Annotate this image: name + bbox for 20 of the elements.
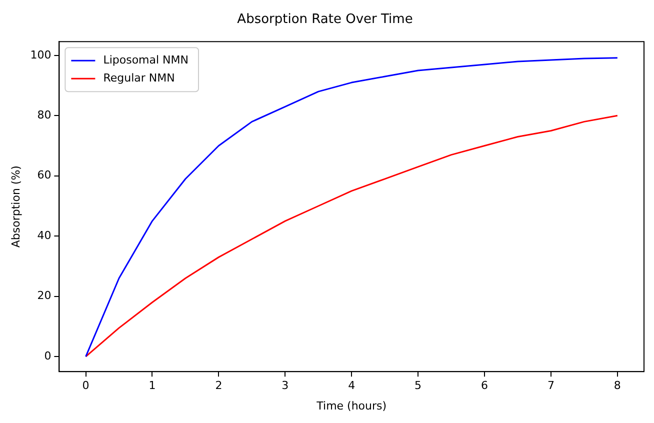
y-axis-title: Absorption (%)	[9, 166, 22, 248]
x-tick-label: 5	[414, 379, 422, 392]
x-tick-label: 6	[481, 379, 488, 392]
x-tick-label: 3	[282, 379, 289, 392]
x-tick-label: 1	[148, 379, 156, 392]
y-tick-label: 80	[37, 108, 52, 122]
x-tick-label: 4	[348, 379, 356, 392]
y-tick-label: 20	[37, 289, 52, 302]
legend-label: Liposomal NMN	[103, 53, 189, 66]
x-tick-label: 0	[82, 379, 90, 392]
y-tick-label: 40	[37, 228, 52, 242]
x-tick-label: 7	[547, 379, 554, 392]
chart-title: Absorption Rate Over Time	[237, 12, 413, 28]
x-axis-title: Time (hours)	[316, 399, 387, 412]
x-tick-label: 8	[614, 379, 621, 392]
y-tick-label: 60	[37, 168, 52, 182]
y-tick-label: 100	[30, 48, 52, 62]
x-tick-label: 2	[215, 379, 222, 392]
legend-label: Regular NMN	[103, 71, 175, 84]
y-tick-label: 0	[44, 349, 52, 362]
